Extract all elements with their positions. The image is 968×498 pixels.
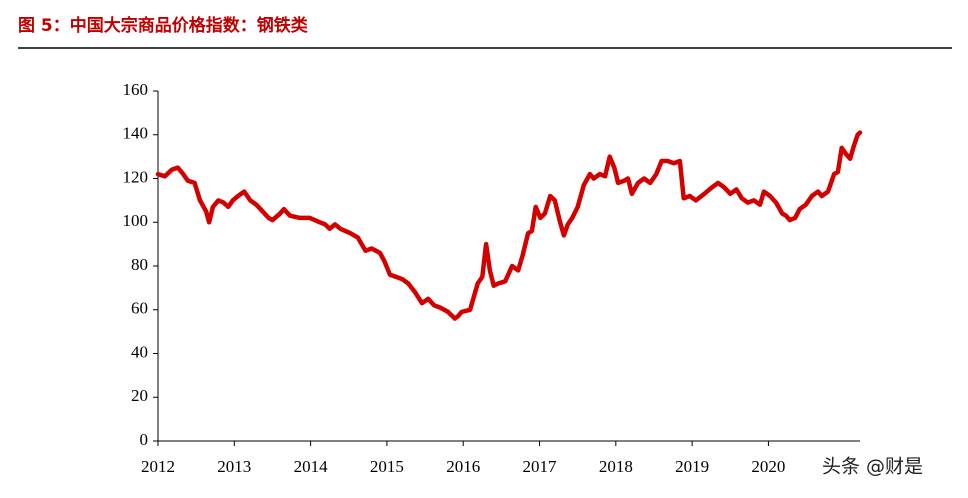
x-tick-label: 2014 [294, 457, 329, 476]
y-tick-label: 160 [123, 80, 149, 99]
x-tick-label: 2020 [751, 457, 785, 476]
y-tick-label: 120 [123, 167, 149, 186]
y-tick-label: 40 [131, 342, 148, 361]
x-tick-label: 2016 [446, 457, 480, 476]
y-tick-label: 80 [131, 255, 148, 274]
x-tick-label: 2012 [141, 457, 175, 476]
y-tick-label: 100 [123, 211, 149, 230]
chart-title: 图 5：中国大宗商品价格指数：钢铁类 [18, 15, 309, 36]
x-tick-label: 2018 [599, 457, 633, 476]
watermark: 头条 @财是 [822, 456, 923, 478]
y-tick-label: 20 [131, 386, 148, 405]
x-tick-label: 2013 [217, 457, 251, 476]
x-tick-label: 2017 [523, 457, 558, 476]
y-tick-label: 140 [123, 124, 149, 143]
data-line [155, 130, 863, 321]
y-tick-label: 60 [131, 299, 148, 318]
x-tick-label: 2019 [675, 457, 709, 476]
y-tick-label: 0 [140, 430, 149, 449]
x-tick-label: 2015 [370, 457, 404, 476]
